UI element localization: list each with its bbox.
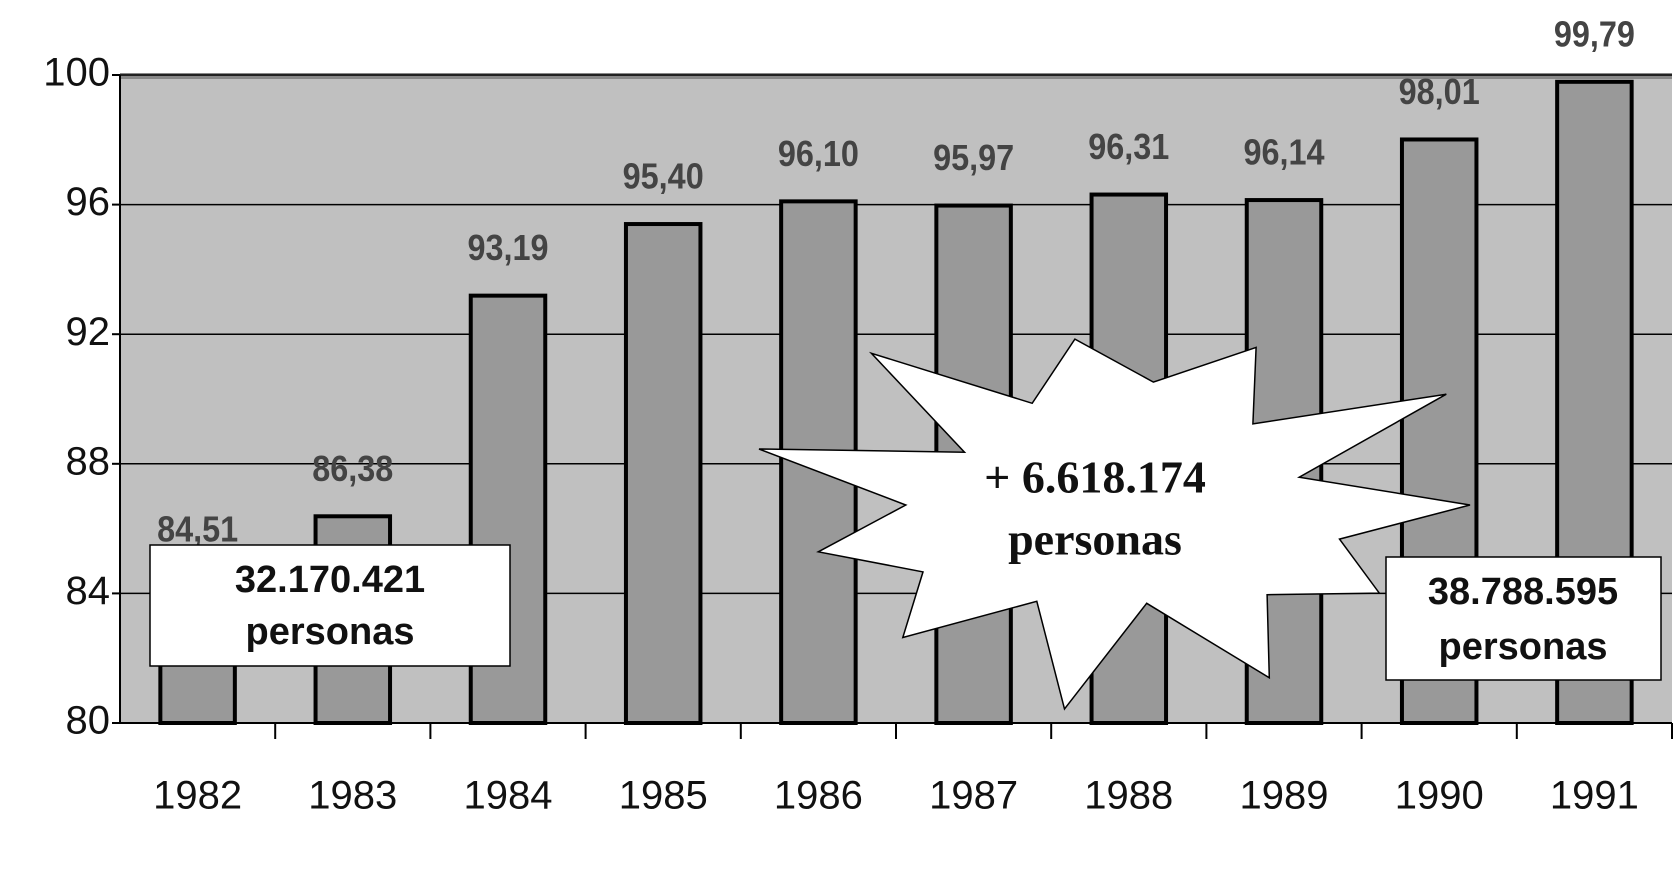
x-tick-label: 1983: [308, 774, 397, 818]
value-label: 95,40: [623, 157, 704, 197]
annotation-burst: [758, 338, 1471, 711]
annotation-text: 38.788.595: [1428, 571, 1618, 613]
value-label: 93,19: [467, 229, 548, 269]
annotation-text: personas: [1008, 514, 1182, 565]
x-tick-label: 1991: [1550, 774, 1639, 818]
value-label: 95,97: [933, 139, 1014, 179]
y-tick-label: 96: [66, 180, 111, 224]
annotation-text: personas: [1439, 626, 1608, 668]
annotation-text: personas: [246, 611, 415, 653]
x-tick-label: 1990: [1395, 774, 1484, 818]
x-tick-label: 1985: [619, 774, 708, 818]
value-label: 96,31: [1088, 128, 1169, 168]
value-label: 86,38: [312, 449, 393, 489]
y-tick-label: 100: [43, 51, 110, 95]
x-tick-label: 1987: [929, 774, 1018, 818]
x-tick-label: 1984: [464, 774, 553, 818]
value-label: 98,01: [1399, 72, 1480, 112]
y-tick-label: 88: [66, 439, 111, 483]
bar: [623, 222, 703, 725]
annotation-text: + 6.618.174: [984, 452, 1206, 503]
value-label: 96,14: [1243, 133, 1324, 173]
y-tick-label: 84: [66, 569, 111, 613]
annotation-box: [149, 544, 511, 667]
y-tick-label: 92: [66, 310, 111, 354]
x-tick-label: 1989: [1240, 774, 1329, 818]
x-tick-label: 1986: [774, 774, 863, 818]
x-tick-label: 1988: [1084, 774, 1173, 818]
value-label: 84,51: [157, 510, 238, 550]
x-tick-label: 1982: [153, 774, 242, 818]
value-label: 96,10: [778, 134, 859, 174]
annotation-text: 32.170.421: [235, 559, 425, 601]
y-tick-label: 80: [66, 699, 111, 743]
annotation-box: [1385, 556, 1662, 681]
value-label: 99,79: [1554, 15, 1635, 55]
